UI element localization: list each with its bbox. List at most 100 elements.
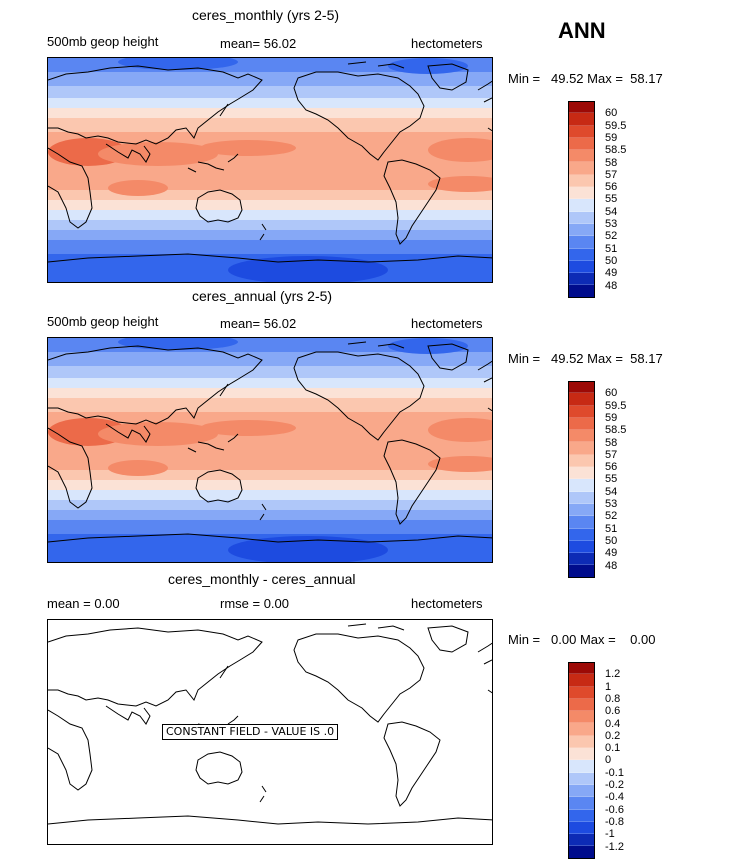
panel-2-min-value: 49.52 [551,351,584,366]
colorbar-tick-label: -1 [605,828,615,841]
colorbar-tick-label: 59 [605,411,618,424]
contour-maximum [428,456,492,472]
panel-3-max-value: 0.00 [630,632,656,647]
colorbar-segment [568,430,595,443]
colorbar-tick-label: 53 [605,498,618,510]
colorbar-segment [568,125,595,138]
colorbar-segment [568,540,595,554]
colorbar-tick-label: -0.6 [605,803,624,816]
colorbar-segment [568,236,595,249]
colorbar-segment [568,150,595,163]
coastline [48,253,492,263]
contour-band [48,72,492,86]
colorbar-segment [568,187,595,200]
colorbar-segment [568,821,595,835]
coastline [293,71,425,161]
panel-2-min-label: Min = 49.52 Max = 58.17 [508,351,663,366]
colorbar-tick-label: 60 [605,387,618,400]
colorbar-segment [568,674,595,687]
coastline [477,642,492,665]
colorbar-segment [568,503,595,517]
coastline [48,147,93,229]
coastline [48,709,93,791]
contour-maximum [108,460,168,476]
colorbar-tick-label: 59 [605,131,618,144]
coastline [259,785,267,803]
colorbar-segment [568,442,595,455]
colorbar-tick-label: 51 [605,522,618,535]
panel-2-colorbar [568,381,595,578]
coastline [487,689,492,694]
coastline [487,407,492,412]
panel-1-title: ceres_monthly (yrs 2-5) [192,7,340,23]
coastline [347,61,405,69]
colorbar-tick-label: 0 [605,754,612,767]
coastline [477,360,492,383]
colorbar-segment [568,101,595,114]
colorbar-tick-label: -0.8 [605,815,624,828]
colorbar-tick-label: 55 [605,473,618,486]
colorbar-segment [568,491,595,504]
coastline [347,623,405,631]
panel-1-mean-label: mean= 56.02 [220,36,297,51]
colorbar-segment [568,273,595,286]
colorbar-segment [568,211,595,224]
colorbar-segment [568,417,595,431]
contour-band [48,200,492,210]
colorbar-segment [568,553,595,566]
coastline [195,189,243,223]
panel-1-min-value: 49.52 [551,71,584,86]
contour-maximum [428,418,492,442]
coastline [48,627,263,707]
coastline [105,423,151,443]
contour-band [48,230,492,240]
contour-maximum [200,420,296,436]
colorbar-segment [568,748,595,761]
panel-3-units-label: hectometers [411,596,483,611]
contour-band [48,86,492,98]
contour-band [48,470,492,480]
colorbar-segment [568,772,595,785]
contour-maximum [98,142,218,166]
coastline [383,439,441,525]
colorbar-tick-label: -0.2 [605,779,624,791]
contour-band [48,378,492,388]
colorbar-segment [568,528,595,541]
contour-band [48,190,492,200]
colorbar-segment [568,662,595,675]
colorbar-tick-label: 53 [605,218,618,230]
colorbar-tick-label: 54 [605,485,618,498]
panel-1-colorbar [568,101,595,298]
coastline [383,159,441,245]
panel-1-units-label: hectometers [411,36,483,51]
colorbar-tick-label: 58 [605,436,618,449]
colorbar-tick-label: 55 [605,193,618,206]
colorbar-segment [568,381,595,394]
panel-1-max-value: 58.17 [630,71,663,86]
colorbar-tick-label: 48 [605,559,618,572]
colorbar-tick-label: 58.5 [605,144,627,157]
constant-field-label: CONSTANT FIELD - VALUE IS .0 [162,724,339,740]
contour-band [48,118,492,132]
coastline [219,665,229,679]
coastline [48,815,492,825]
colorbar-segment [568,698,595,712]
contour-maximum [108,180,168,196]
panel-3-min-value: 0.00 [551,632,577,647]
colorbar-tick-label: 50 [605,534,618,547]
colorbar-tick-label: 49 [605,547,618,560]
colorbar-segment [568,405,595,418]
contour-minimum [228,256,388,282]
panel-3-map [47,619,493,845]
colorbar-tick-label: 1 [605,680,612,693]
coastline [427,625,469,653]
coastline [347,341,405,349]
panel-1-variable-label: 500mb geop height [47,34,159,49]
colorbar-segment [568,834,595,847]
panel-3-min-label: Min = 0.00 Max = 0.00 [508,632,656,647]
contour-band [48,388,492,398]
colorbar-segment [568,393,595,406]
contour-band [48,352,492,366]
colorbar-segment [568,797,595,810]
colorbar-segment [568,199,595,212]
